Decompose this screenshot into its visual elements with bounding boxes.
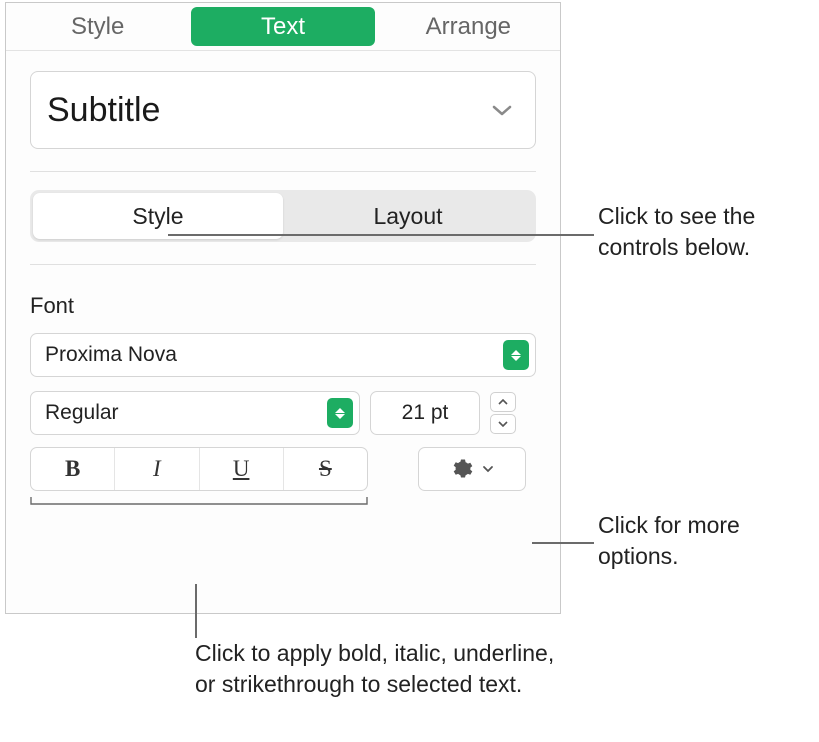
paragraph-style-dropdown[interactable]: Subtitle — [30, 71, 536, 149]
tab-arrange[interactable]: Arrange — [377, 3, 560, 50]
format-inspector-panel: Style Text Arrange Subtitle Style Layout… — [5, 2, 561, 614]
font-heading: Font — [30, 293, 536, 319]
chevron-down-icon — [491, 103, 513, 117]
segment-layout[interactable]: Layout — [283, 193, 533, 239]
underline-button[interactable]: U — [200, 448, 284, 490]
strike-glyph: S — [319, 456, 332, 482]
font-size-field[interactable]: 21 pt — [370, 391, 480, 435]
divider — [30, 171, 536, 172]
segment-layout-label: Layout — [373, 203, 442, 230]
tab-style[interactable]: Style — [6, 3, 189, 50]
popup-indicator-icon — [503, 340, 529, 370]
divider — [30, 264, 536, 265]
font-size-value: 21 pt — [402, 401, 449, 425]
advanced-options-button[interactable] — [418, 447, 526, 491]
underline-glyph: U — [233, 456, 250, 482]
callout-leader — [168, 234, 594, 236]
segment-style-label: Style — [132, 203, 183, 230]
callout-gear: Click for more options. — [598, 510, 808, 572]
callout-style-tab: Click to see the controls below. — [598, 201, 808, 263]
bold-glyph: B — [65, 456, 80, 482]
paragraph-style-label: Subtitle — [47, 91, 160, 130]
segment-style[interactable]: Style — [33, 193, 283, 239]
callout-leader — [532, 542, 594, 544]
font-family-select[interactable]: Proxima Nova — [30, 333, 536, 377]
callout-bracket — [30, 495, 368, 507]
strikethrough-button[interactable]: S — [284, 448, 367, 490]
gear-icon — [450, 457, 474, 481]
font-family-value: Proxima Nova — [45, 343, 177, 367]
text-style-button-group: B I U S — [30, 447, 368, 491]
tab-text-label: Text — [261, 13, 305, 41]
chevron-down-icon — [482, 465, 494, 473]
font-weight-select[interactable]: Regular — [30, 391, 360, 435]
chevron-up-icon — [498, 399, 508, 405]
callout-format-buttons: Click to apply bold, italic, underline, … — [195, 638, 575, 700]
popup-indicator-icon — [327, 398, 353, 428]
stepper-up-button[interactable] — [490, 392, 516, 412]
chevron-down-icon — [498, 421, 508, 427]
tab-arrange-label: Arrange — [426, 13, 511, 41]
font-size-stepper — [490, 391, 516, 435]
tab-text[interactable]: Text — [191, 7, 374, 46]
stepper-down-button[interactable] — [490, 414, 516, 434]
font-weight-value: Regular — [45, 401, 119, 425]
italic-button[interactable]: I — [115, 448, 199, 490]
italic-glyph: I — [153, 456, 161, 482]
tab-style-label: Style — [71, 13, 124, 41]
bold-button[interactable]: B — [31, 448, 115, 490]
inspector-tabs: Style Text Arrange — [6, 3, 560, 51]
callout-leader — [195, 584, 197, 638]
